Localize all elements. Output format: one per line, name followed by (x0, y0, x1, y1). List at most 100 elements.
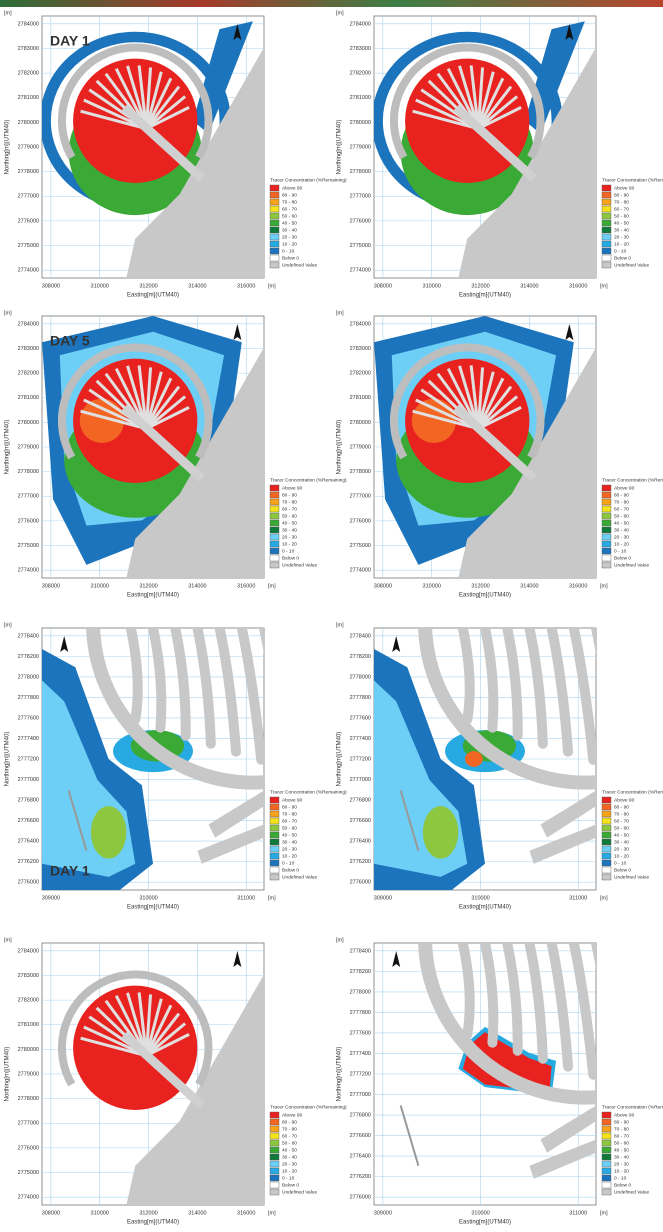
legend-label: 40 - 50 (282, 520, 297, 526)
crescent (58, 970, 213, 1087)
legend-label: 20 - 30 (614, 846, 629, 852)
x-axis-label: Easting[m](UTM40) (127, 593, 179, 599)
legend-swatch (601, 831, 612, 839)
y-tick-label: 2777000 (350, 1092, 371, 1098)
legend-swatch (269, 838, 280, 846)
y-tick-label: 2781000 (350, 395, 371, 401)
legend-label: 10 - 20 (614, 1168, 629, 1174)
y-tick-label: 2776200 (350, 1174, 371, 1180)
frond (144, 71, 163, 130)
y-tick-label: 2777800 (350, 695, 371, 701)
frond (476, 67, 485, 129)
y-tick-label: 2782000 (18, 71, 39, 77)
legend-swatch (601, 803, 612, 811)
land (126, 347, 264, 578)
y-tick-label: 2777200 (18, 756, 39, 762)
frond (502, 628, 523, 741)
day-label: DAY 1 (50, 863, 90, 879)
y-tick-label: 2776000 (350, 880, 371, 886)
map-panel: 309000 310000 311000 2778400 2778200 2778000 2… (336, 622, 663, 910)
y-tick-label: 2778200 (350, 654, 371, 660)
legend-swatch (269, 540, 280, 548)
legend-label: 20 - 30 (614, 234, 629, 240)
y-tick-label: 2778400 (18, 633, 39, 639)
y-tick-label: 2784000 (350, 321, 371, 327)
frond (524, 628, 548, 749)
legend-swatch (601, 526, 612, 534)
frond (145, 1033, 190, 1058)
legend-label: Undefined Value (614, 562, 649, 568)
y-tick-label: 2780000 (18, 1047, 39, 1053)
legend-swatch (601, 498, 612, 506)
crescent (58, 343, 213, 460)
frond (476, 71, 495, 130)
frond (126, 365, 148, 430)
legend-swatch (269, 810, 280, 818)
legend-label: Below 0 (614, 555, 631, 561)
map-panel: 309000 310000 311000 2778400 2778200 2778000 2… (4, 622, 347, 910)
day-label: DAY 1 (50, 33, 90, 49)
legend-swatch (269, 212, 280, 220)
legend-label: Above 90 (282, 485, 303, 491)
legend-swatch (601, 866, 612, 874)
x-tick-label: 312000 (139, 1210, 157, 1216)
legend-label: 0 - 10 (282, 1175, 295, 1181)
y-tick-label: 2778400 (350, 633, 371, 639)
unit-label: [m] (600, 583, 608, 589)
legend-label: 0 - 10 (614, 1175, 627, 1181)
north-arrow (60, 636, 69, 652)
frond (457, 943, 475, 1040)
legend-swatch (601, 184, 612, 192)
plot-area (41, 942, 265, 1206)
legend-swatch (601, 1146, 612, 1154)
legend-title: Tracer Concentration (%Remaining) (602, 789, 663, 795)
frond (477, 395, 519, 430)
legend-label: Above 90 (614, 485, 635, 491)
north-arrow (233, 324, 242, 340)
legend-swatch (269, 1167, 280, 1175)
legend-label: Below 0 (614, 1182, 631, 1188)
x-tick-label: 308000 (42, 283, 60, 289)
legend-swatch (601, 796, 612, 804)
legend-swatch (601, 191, 612, 199)
legend-swatch (269, 873, 280, 881)
y-tick-label: 2776400 (350, 1154, 371, 1160)
jetty (67, 790, 88, 851)
y-tick-label: 2775000 (350, 543, 371, 549)
x-tick-label: 314000 (520, 283, 538, 289)
frond (145, 395, 187, 430)
legend-swatch (601, 1132, 612, 1140)
legend-swatch (269, 191, 280, 199)
legend-label: 10 - 20 (614, 541, 629, 547)
legend-label: 80 - 90 (614, 804, 629, 810)
legend-label: 50 - 60 (614, 213, 629, 219)
legend-label: 30 - 40 (614, 1154, 629, 1160)
x-tick-label: 311000 (237, 895, 255, 901)
map (374, 628, 596, 890)
legend-label: 70 - 80 (282, 199, 297, 205)
y-tick-label: 2776200 (350, 859, 371, 865)
unit-label: [m] (600, 283, 608, 289)
y-tick-label: 2776400 (18, 839, 39, 845)
frond (477, 85, 513, 130)
y-tick-label: 2779000 (18, 444, 39, 450)
legend-swatch (269, 1118, 280, 1126)
legend-label: 20 - 30 (282, 1161, 297, 1167)
unit-label: [m] (4, 622, 12, 628)
x-tick-label: 312000 (471, 283, 489, 289)
legend-label: 10 - 20 (282, 541, 297, 547)
y-tick-label: 2776000 (18, 880, 39, 886)
legend-swatch (269, 1139, 280, 1147)
legend-label: 80 - 90 (282, 804, 297, 810)
x-tick-label: 312000 (139, 583, 157, 589)
frond (145, 385, 181, 430)
contour (422, 806, 459, 859)
y-tick-label: 2777000 (18, 1121, 39, 1127)
y-tick-label: 2784000 (18, 21, 39, 27)
north-arrow (392, 951, 401, 967)
y-tick-label: 2776000 (350, 218, 371, 224)
x-tick-label: 308000 (42, 1210, 60, 1216)
legend-label: 0 - 10 (282, 548, 295, 554)
map (42, 316, 264, 578)
y-tick-label: 2780000 (350, 420, 371, 426)
